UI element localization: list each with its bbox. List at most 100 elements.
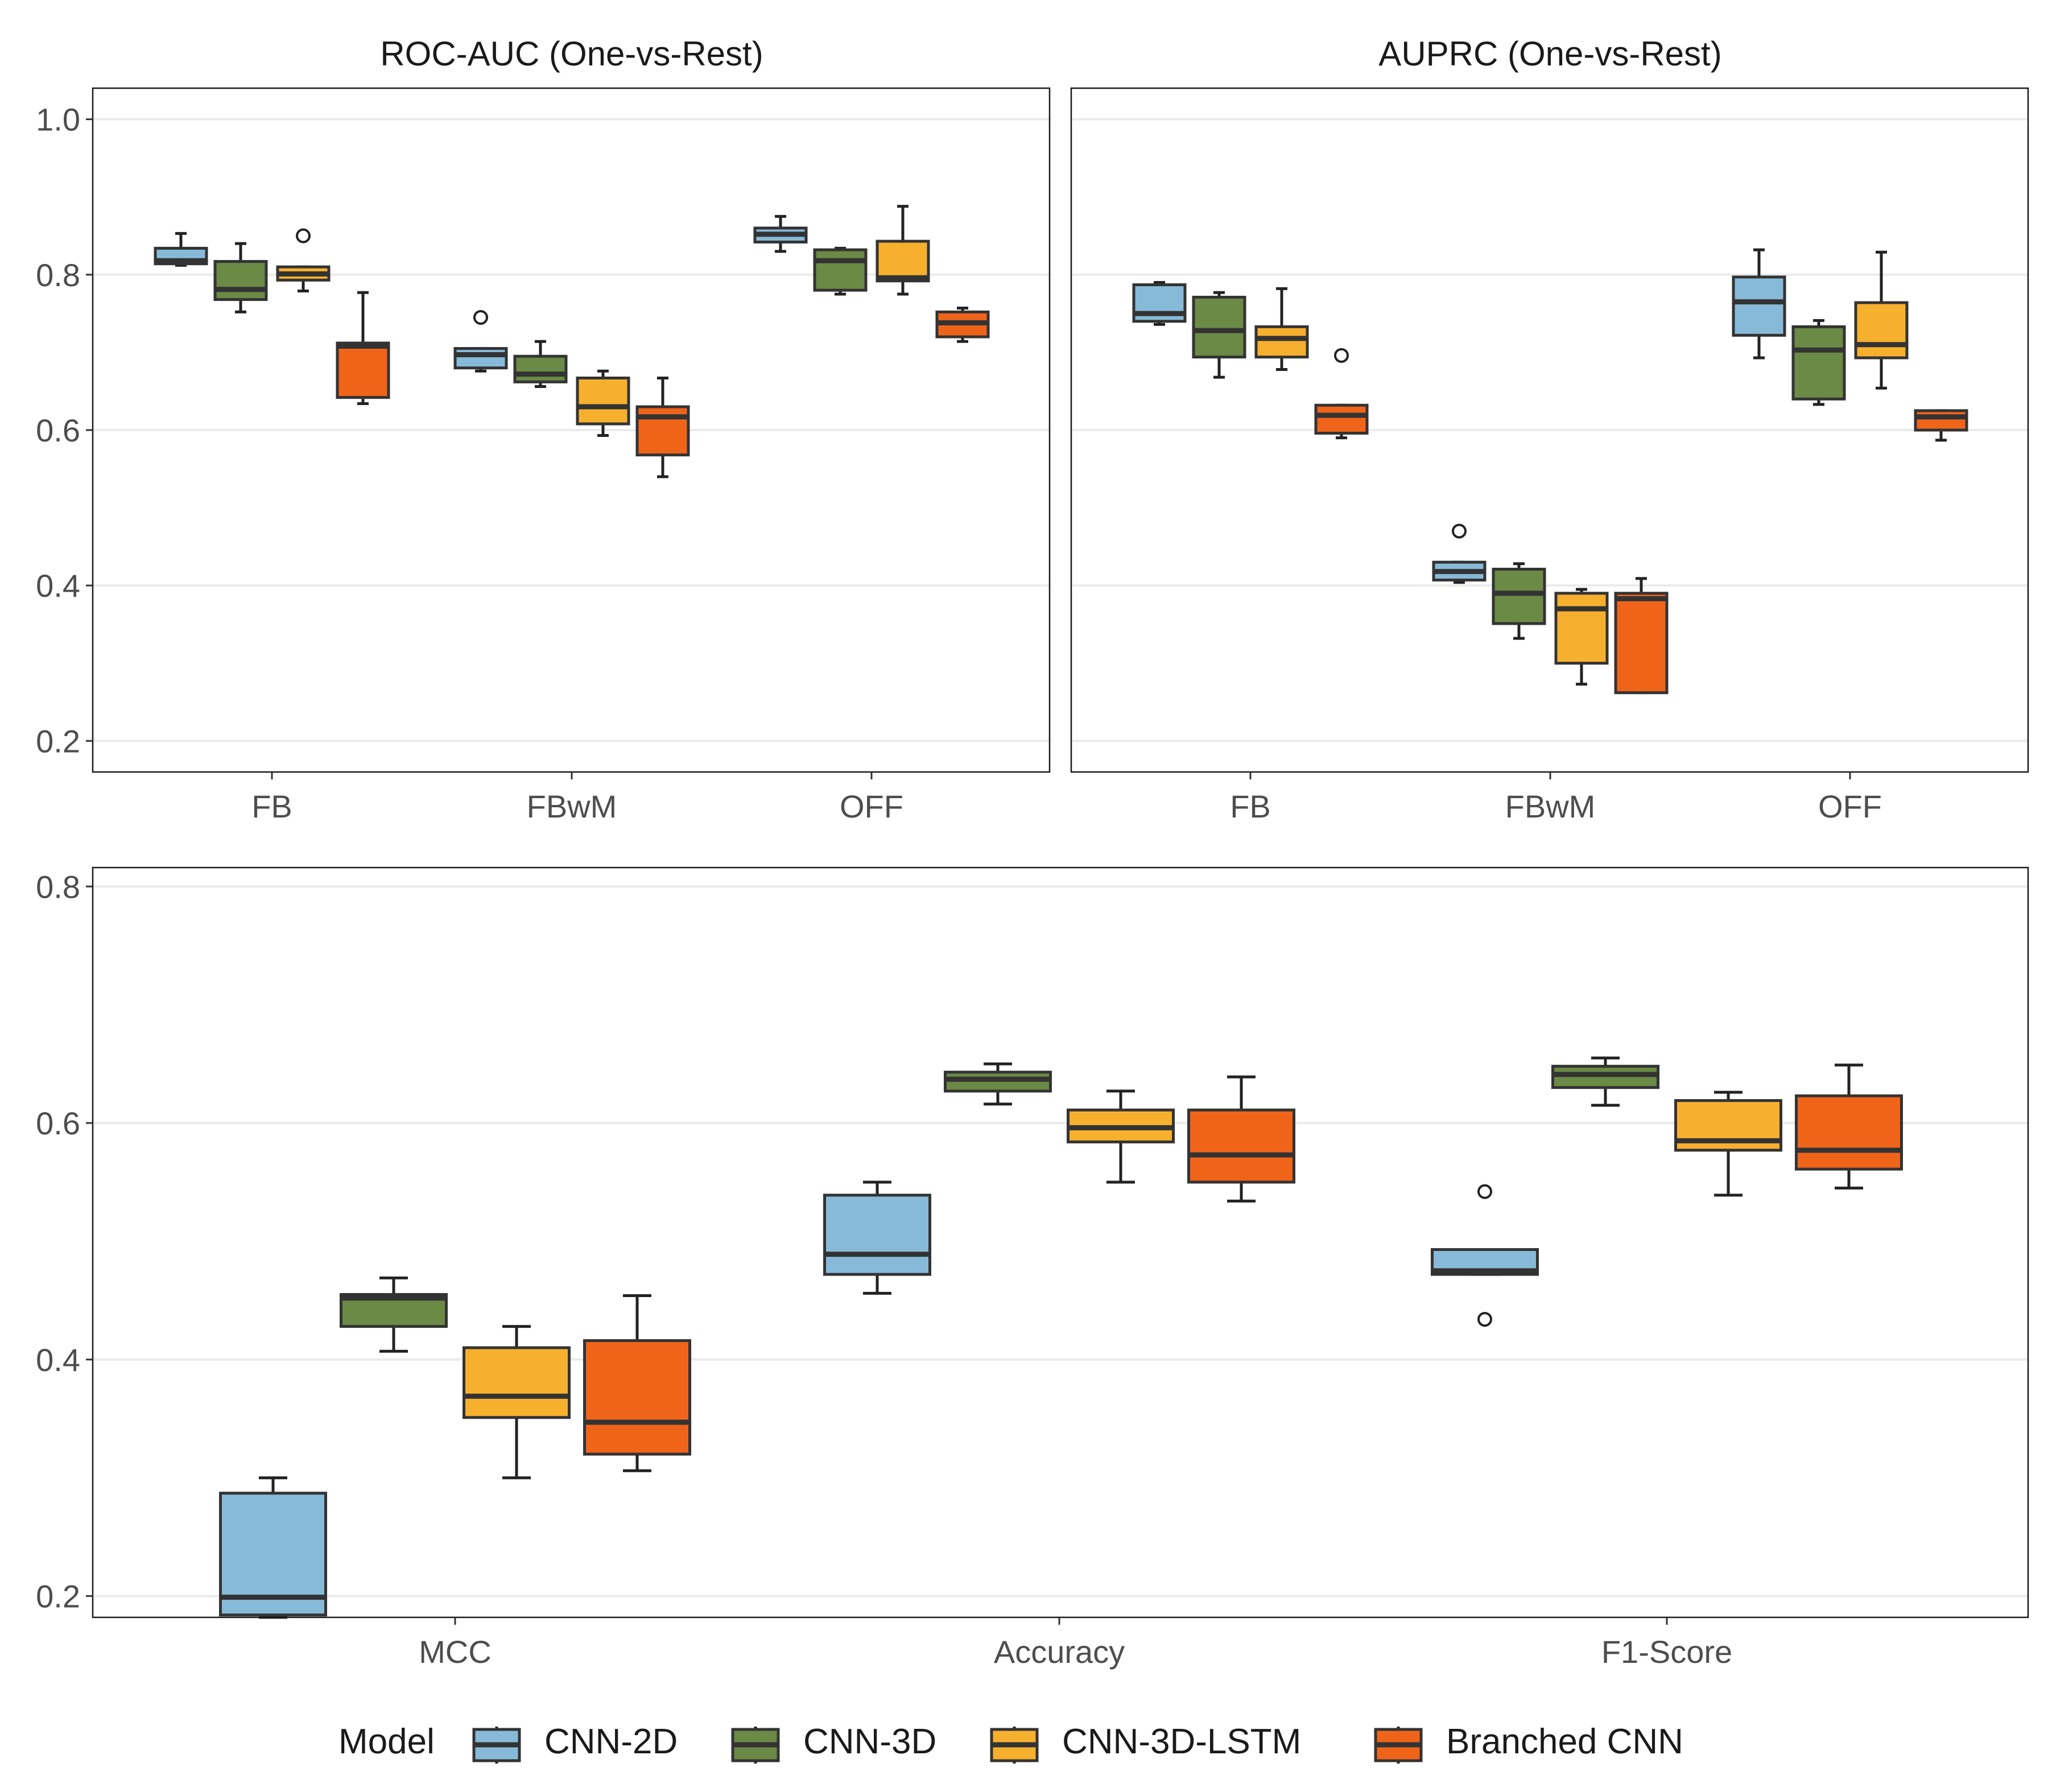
box-iqr [1854, 301, 1909, 360]
auprc-title: AUPRC (One-vs-Rest) [1378, 35, 1721, 73]
box-cnn-3d-lstm-accuracy [1067, 1089, 1175, 1184]
box-iqr [513, 354, 568, 383]
box-branched-cnn-off [1914, 409, 1968, 442]
box-cnn-3d-lstm-off [876, 205, 930, 296]
legend-item-cnn-3d-lstm: CNN-3D-LSTM [990, 1722, 1301, 1764]
legend-title: Model [338, 1722, 435, 1761]
box-cnn-3d-fb [213, 242, 268, 313]
box-iqr [1795, 1094, 1903, 1171]
outlier-point [473, 309, 488, 325]
y-tick-label: 1.0 [36, 102, 80, 138]
box-cnn-3d-off [1791, 319, 1846, 406]
x-tick-label-mcc: MCC [419, 1634, 492, 1670]
outlier-point [1477, 1184, 1492, 1199]
box-cnn-3d-lstm-fb [1254, 287, 1309, 371]
roc-auc-title: ROC-AUC (One-vs-Rest) [380, 35, 763, 73]
x-tick-label-accuracy: Accuracy [994, 1634, 1125, 1670]
box-cnn-2d-fb [154, 232, 208, 267]
outlier-point [1477, 1312, 1492, 1327]
box-cnn-3d-f1-score [1551, 1056, 1659, 1107]
box-iqr [1492, 567, 1546, 625]
roc-auc-panel: 0.2 0.4 0.6 0.8 1.0 FB FBwM OFF [36, 87, 1051, 824]
box-cnn-2d-fb [1132, 280, 1187, 326]
y-tick-label: 0.6 [36, 412, 80, 448]
box-cnn-3d-lstm-f1-score [1674, 1091, 1782, 1197]
box-cnn-2d-accuracy [823, 1180, 931, 1295]
box-cnn-3d-off [813, 246, 868, 296]
box-cnn-3d-accuracy [944, 1062, 1052, 1106]
legend-label-cnn-3d-lstm: CNN-3D-LSTM [1062, 1722, 1301, 1761]
x-tick-label-off: OFF [1818, 788, 1882, 824]
legend-item-cnn-2d: CNN-2D [472, 1722, 678, 1764]
y-tick-label: 0.6 [36, 1105, 80, 1141]
box-cnn-3d-mcc [340, 1276, 448, 1353]
legend-label-branched-cnn: Branched CNN [1446, 1722, 1683, 1761]
box-iqr [813, 248, 868, 292]
box-branched-cnn-fbwm [635, 376, 690, 478]
box-cnn-2d-off [753, 214, 808, 253]
x-tick-label-fb: FB [1230, 788, 1271, 824]
box-branched-cnn-accuracy [1187, 1075, 1295, 1203]
box-branched-cnn-f1-score [1795, 1063, 1903, 1190]
x-tick-label-fb: FB [251, 788, 292, 824]
x-tick-label-off: OFF [840, 788, 903, 824]
box-iqr [453, 347, 508, 370]
box-cnn-2d-mcc [219, 1476, 327, 1619]
y-tick-label: 0.2 [36, 1579, 80, 1615]
box-cnn-2d-off [1732, 248, 1786, 360]
box-cnn-2d-fbwm [453, 309, 508, 373]
box-iqr [1254, 325, 1309, 359]
auprc-panel: FB FBwM OFF [1070, 87, 2029, 824]
box-iqr [583, 1339, 691, 1456]
metrics-panel: 0.2 0.4 0.6 0.8 MCC Accuracy F1-Score [36, 866, 2029, 1670]
box-cnn-3d-lstm-fb [276, 228, 331, 293]
y-tick-label: 0.4 [36, 1342, 80, 1378]
box-iqr [1614, 592, 1669, 695]
box-cnn-2d-f1-score [1431, 1184, 1539, 1327]
outlier-point [1334, 348, 1349, 363]
x-tick-label-f1-score: F1-Score [1601, 1634, 1732, 1670]
y-tick-label: 0.8 [36, 257, 80, 293]
box-iqr [219, 1492, 327, 1617]
panel-border [92, 866, 2029, 1618]
box-iqr [1914, 409, 1968, 432]
box-iqr [1554, 592, 1609, 665]
box-cnn-2d-fbwm [1432, 523, 1487, 584]
box-iqr [463, 1346, 571, 1419]
x-tick-label-fbwm: FBwM [1505, 788, 1596, 824]
legend-label-cnn-2d: CNN-2D [544, 1722, 678, 1761]
box-cnn-3d-fb [1192, 291, 1246, 379]
y-tick-label: 0.4 [36, 568, 80, 604]
outlier-point [1452, 523, 1467, 539]
box-iqr [213, 260, 268, 302]
box-iqr [1192, 295, 1246, 359]
box-iqr [876, 240, 930, 283]
box-branched-cnn-off [935, 307, 990, 343]
box-cnn-3d-lstm-fbwm [1554, 588, 1609, 686]
box-iqr [1187, 1108, 1295, 1184]
box-iqr [336, 341, 390, 399]
legend-item-branched-cnn: Branched CNN [1374, 1722, 1683, 1764]
box-iqr [635, 405, 690, 457]
box-cnn-3d-lstm-mcc [463, 1325, 571, 1480]
y-tick-label: 0.2 [36, 723, 80, 759]
box-branched-cnn-fb [1314, 348, 1369, 440]
legend: Model CNN-2D CNN-3D CNN-3D-LSTM Branched… [338, 1722, 1683, 1764]
box-cnn-3d-lstm-off [1854, 250, 1909, 390]
box-branched-cnn-mcc [583, 1294, 691, 1472]
box-branched-cnn-fbwm [1614, 577, 1669, 695]
y-tick-label: 0.8 [36, 869, 80, 905]
box-cnn-3d-fbwm [513, 340, 568, 389]
box-iqr [576, 376, 630, 426]
legend-item-cnn-3d: CNN-3D [731, 1722, 936, 1764]
legend-label-cnn-3d: CNN-3D [803, 1722, 936, 1761]
box-iqr [823, 1194, 931, 1276]
outlier-point [296, 228, 311, 243]
box-iqr [1314, 403, 1369, 435]
box-iqr [1791, 325, 1846, 400]
box-iqr [1732, 275, 1786, 337]
box-cnn-3d-fbwm [1492, 562, 1546, 640]
x-tick-label-fbwm: FBwM [527, 788, 617, 824]
box-cnn-3d-lstm-fbwm [576, 369, 630, 437]
